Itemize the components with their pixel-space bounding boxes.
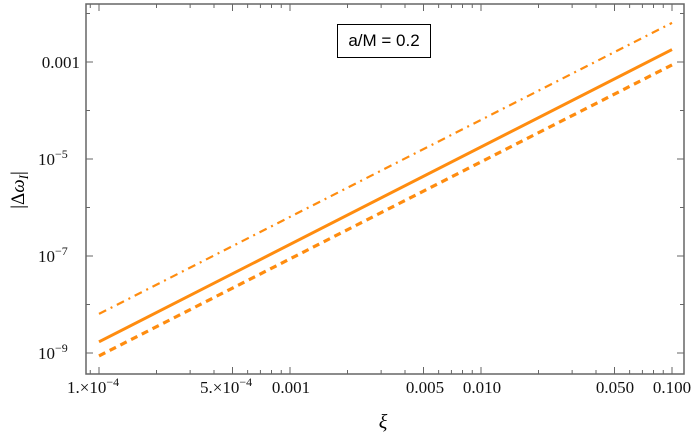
axis-titles: ξ |ΔωI|: [8, 171, 388, 433]
axis-ticks: [86, 4, 684, 374]
y-axis-title: |ΔωI|: [8, 171, 31, 209]
series-solid: [98, 48, 673, 344]
plot-frame: [85, 3, 685, 375]
series-dashed: [98, 63, 673, 358]
x-tick-label: 0.010: [463, 378, 501, 397]
y-tick-label: 10−7: [38, 244, 68, 266]
annotation-box: a/M = 0.2: [337, 24, 431, 58]
x-tick-label: 0.050: [596, 378, 634, 397]
x-tick-label: 5.×10−4: [200, 375, 252, 397]
x-axis-title: ξ: [379, 411, 388, 433]
y-tick-label: 10−9: [38, 341, 68, 363]
axis-tick-labels: 1.×10−4 5.×10−4 0.001 0.005 0.010 0.050 0.100 0…: [38, 53, 691, 397]
y-tick-label: 10−5: [38, 147, 68, 169]
y-tick-label: 0.001: [42, 53, 80, 72]
x-tick-label: 0.100: [653, 378, 691, 397]
x-tick-label: 0.005: [406, 378, 444, 397]
series-dot-dashed: [98, 21, 673, 315]
x-tick-label: 1.×10−4: [67, 375, 119, 397]
annotation-text: a/M = 0.2: [348, 31, 420, 50]
data-series: [98, 21, 673, 358]
x-tick-label: 0.001: [272, 378, 310, 397]
